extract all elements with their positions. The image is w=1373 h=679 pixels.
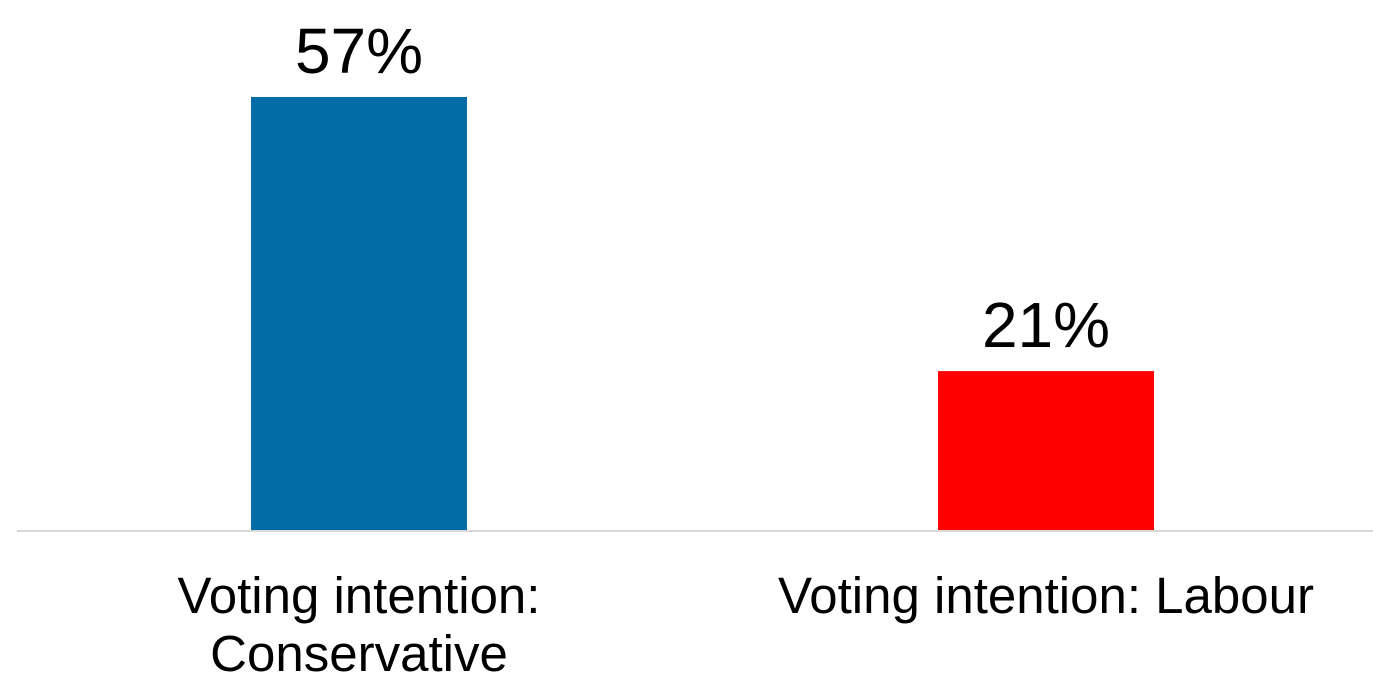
category-label-0-line-0: Voting intention:: [178, 567, 541, 624]
category-label-1: Voting intention: Labour: [778, 567, 1314, 624]
category-label-0: Voting intention: Conservative: [178, 567, 541, 679]
bars-group: [251, 97, 1154, 531]
category-label-1-line-0: Voting intention: Labour: [778, 567, 1314, 624]
data-label-1: 21%: [982, 289, 1110, 361]
category-label-0-line-1: Conservative: [210, 625, 508, 679]
value-labels-group: 57% 21%: [295, 15, 1110, 361]
bar-1: [938, 371, 1154, 531]
bar-0: [251, 97, 467, 531]
data-label-0: 57%: [295, 15, 423, 87]
